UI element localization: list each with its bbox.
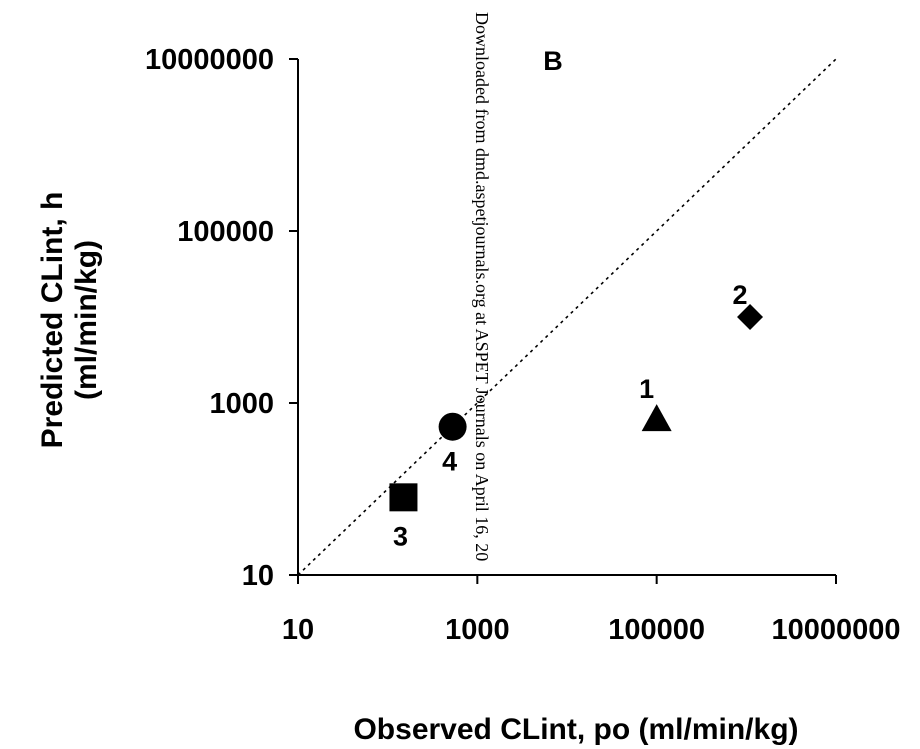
identity-line [297, 58, 837, 576]
panel-label: B [543, 46, 563, 76]
data-points: 1 2 3 4 [389, 280, 764, 551]
point-3-square [389, 483, 418, 512]
y-tick-label: 10000000 [145, 44, 274, 76]
watermark-text: Downloaded from dmd.aspetjournals.org at… [472, 12, 492, 561]
y-axis-title-line-2: (ml/min/kg) [70, 240, 103, 400]
point-label-1: 1 [639, 374, 654, 404]
x-tick-label: 100000 [608, 614, 705, 646]
point-2-diamond [737, 304, 764, 330]
x-tick-label: 10 [282, 614, 314, 646]
point-label-4: 4 [442, 447, 457, 477]
point-4-circle [438, 412, 467, 441]
x-tick-label: 10000000 [771, 614, 900, 646]
y-tick-label: 10 [242, 560, 274, 592]
y-axis-title-line-1: Predicted CLint, h [36, 192, 69, 449]
axes: 10 1000 100000 10000000 10 1000 100000 10000000 [145, 44, 901, 646]
y-tick-label: 100000 [177, 216, 274, 248]
point-label-3: 3 [393, 521, 408, 551]
y-tick-label: 1000 [209, 388, 274, 420]
x-axis-title: Observed CLint, po (ml/min/kg) [353, 713, 798, 746]
point-1-triangle [641, 404, 672, 432]
y-axis-title: Predicted CLint, h (ml/min/kg) [36, 192, 103, 449]
x-tick-label: 1000 [445, 614, 510, 646]
point-label-2: 2 [733, 280, 748, 310]
